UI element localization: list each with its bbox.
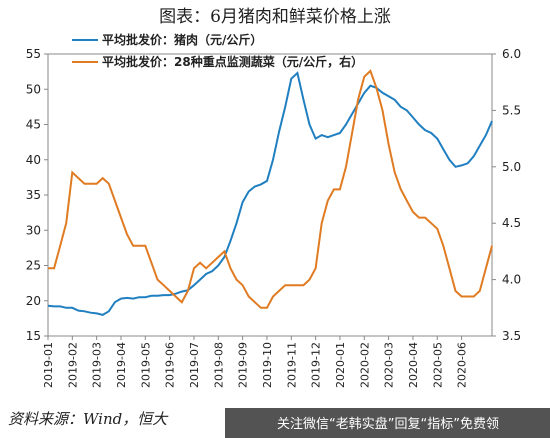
x-tick-label: 2019-02 [66,342,79,388]
y2-tick-label: 4.5 [502,216,521,230]
watermark-box [225,408,550,438]
x-tick-label: 2019-05 [139,342,152,388]
series-line [48,69,493,309]
y2-tick-label: 5.5 [502,103,521,117]
y2-tick-label: 4.0 [502,273,521,287]
x-tick-label: 2020-01 [334,342,347,388]
y-tick-label: 30 [26,223,41,237]
y-tick-label: 15 [26,329,41,343]
watermark: 关注微信“老韩实盘”回复“指标”免费领 [277,416,499,432]
x-tick-label: 2020-04 [407,342,420,388]
source-note: 资料来源：Wind，恒大 [8,410,169,428]
legend-label: 平均批发价：28种重点监测蔬菜（元/公斤，右） [102,54,363,69]
y-tick-label: 55 [26,47,41,61]
x-tick-label: 2020-03 [383,342,396,388]
x-tick-label: 2019-12 [310,342,323,388]
y2-tick-label: 3.5 [502,329,521,343]
chart-title: 图表：6月猪肉和鲜菜价格上涨 [159,7,391,27]
y-tick-label: 50 [26,82,41,96]
series-line [47,71,493,316]
legend-label: 平均批发价：猪肉（元/公斤） [102,32,262,47]
y2-tick-label: 6.0 [502,47,521,61]
x-tick-label: 2019-08 [212,342,225,388]
x-tick-label: 2019-03 [91,342,104,388]
y-tick-label: 45 [26,118,41,132]
x-tick-label: 2019-11 [285,342,298,388]
x-tick-label: 2020-06 [456,342,469,388]
plot-frame [47,53,493,337]
x-tick-label: 2019-01 [42,342,55,388]
y-tick-label: 20 [26,294,41,308]
y-tick-label: 25 [26,259,41,273]
x-tick-label: 2019-10 [261,342,274,388]
y-tick-label: 35 [26,188,41,202]
x-tick-label: 2019-09 [237,342,250,388]
x-tick-label: 2019-07 [188,342,201,388]
x-tick-label: 2020-05 [431,342,444,388]
x-tick-label: 2019-06 [164,342,177,388]
x-tick-label: 2020-02 [358,342,371,388]
x-tick-label: 2019-04 [115,342,128,388]
y-tick-label: 40 [26,153,41,167]
y2-tick-label: 5.0 [502,160,521,174]
